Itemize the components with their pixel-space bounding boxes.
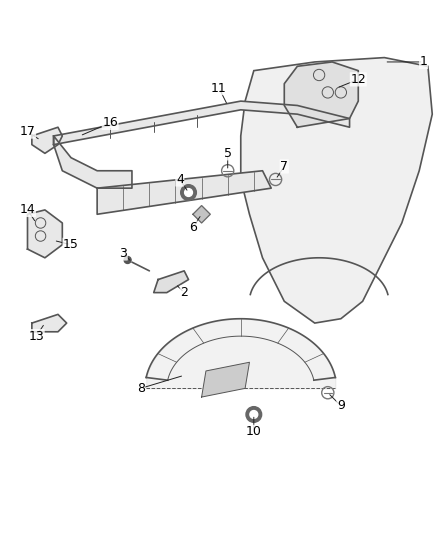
Polygon shape: [53, 101, 350, 144]
Polygon shape: [154, 271, 188, 293]
Circle shape: [181, 184, 196, 200]
Text: 8: 8: [137, 382, 145, 395]
Text: 6: 6: [189, 221, 197, 234]
Text: 5: 5: [224, 147, 232, 160]
Text: 9: 9: [337, 399, 345, 412]
Text: 16: 16: [102, 116, 118, 130]
Text: 4: 4: [176, 173, 184, 186]
Polygon shape: [284, 62, 358, 127]
Circle shape: [250, 410, 258, 418]
Circle shape: [124, 256, 131, 263]
Circle shape: [185, 189, 192, 197]
Text: 14: 14: [20, 204, 35, 216]
Polygon shape: [32, 127, 62, 154]
Polygon shape: [53, 136, 132, 188]
Circle shape: [246, 407, 261, 422]
Text: 17: 17: [20, 125, 35, 138]
Text: 3: 3: [119, 247, 127, 260]
Polygon shape: [193, 206, 210, 223]
Text: 10: 10: [246, 425, 262, 438]
Text: 7: 7: [280, 160, 288, 173]
Text: 15: 15: [63, 238, 79, 251]
Polygon shape: [97, 171, 271, 214]
Text: 12: 12: [350, 73, 366, 86]
Polygon shape: [201, 362, 250, 397]
Polygon shape: [28, 210, 62, 258]
Text: 11: 11: [211, 82, 227, 94]
Polygon shape: [241, 58, 432, 323]
Text: 1: 1: [420, 55, 427, 68]
Text: 13: 13: [28, 329, 44, 343]
Polygon shape: [32, 314, 67, 332]
Text: 2: 2: [180, 286, 188, 299]
